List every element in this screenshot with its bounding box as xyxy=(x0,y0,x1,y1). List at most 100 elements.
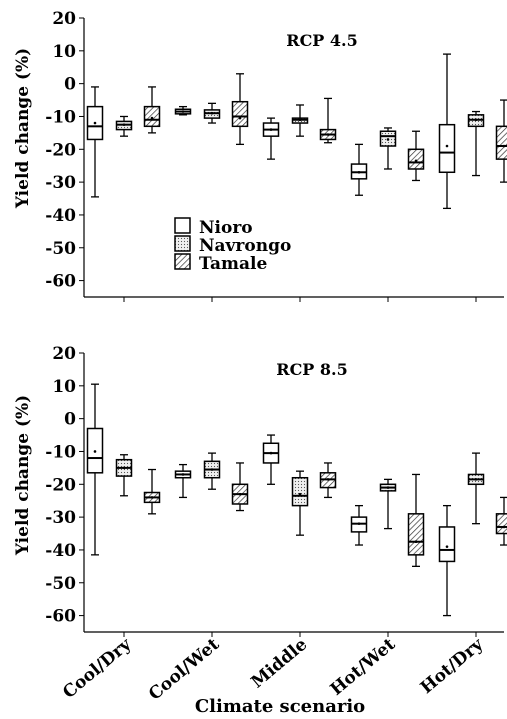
boxplot-navrongo xyxy=(115,115,133,137)
mean-marker xyxy=(445,545,449,548)
y-axis-label: Yield change (%) xyxy=(13,48,33,209)
mean-marker xyxy=(269,451,273,455)
boxplot-tamale xyxy=(495,496,507,546)
mean-marker xyxy=(414,159,418,163)
mean-marker xyxy=(357,522,361,525)
boxplot-navrongo xyxy=(291,470,309,536)
mean-marker xyxy=(122,123,126,126)
box xyxy=(495,125,507,160)
boxplot-nioro xyxy=(86,86,104,198)
legend-swatch xyxy=(174,217,191,234)
y-tick-label: 20 xyxy=(52,9,76,29)
boxplot-navrongo xyxy=(203,452,221,490)
y-tick-label: -50 xyxy=(45,574,76,594)
boxplot-navrongo xyxy=(379,127,397,170)
boxplot-nioro xyxy=(350,143,368,196)
y-tick-label: -30 xyxy=(45,508,76,528)
mean-marker xyxy=(386,486,390,489)
mean-marker xyxy=(210,111,214,115)
mean-marker xyxy=(181,473,185,476)
box xyxy=(407,148,425,170)
mean-marker xyxy=(298,492,302,496)
y-tick-label: -40 xyxy=(45,541,76,561)
x-tick-label: Middle xyxy=(248,634,312,692)
legend-label: Navrongo xyxy=(199,236,291,256)
mean-marker xyxy=(238,492,242,496)
legend-swatch xyxy=(174,253,191,270)
boxplot-nioro xyxy=(438,504,456,617)
boxplot-nioro xyxy=(262,117,280,160)
boxplot-tamale xyxy=(407,130,425,182)
mean-marker xyxy=(357,170,361,174)
boxplot-tamale xyxy=(319,462,337,499)
boxplot-navrongo xyxy=(291,104,309,137)
x-tick-label: Hot/Wet xyxy=(327,634,400,699)
box xyxy=(291,476,309,507)
y-tick-label: 20 xyxy=(52,344,76,364)
boxplot-navrongo xyxy=(203,102,221,124)
mean-marker xyxy=(445,144,449,148)
y-axis-label: Yield change (%) xyxy=(13,395,33,556)
boxplot-tamale xyxy=(143,468,161,515)
box xyxy=(495,513,507,535)
y-tick-label: 0 xyxy=(64,410,76,430)
legend-label: Tamale xyxy=(199,254,267,274)
mean-marker xyxy=(474,118,478,122)
boxplot-nioro xyxy=(350,504,368,546)
y-tick-label: -50 xyxy=(45,239,76,259)
boxplot-nioro xyxy=(262,434,280,485)
y-tick-label: -60 xyxy=(45,272,76,292)
y-tick-label: 0 xyxy=(64,75,76,95)
boxplot-nioro xyxy=(174,105,192,116)
mean-marker xyxy=(326,133,330,136)
boxplot-nioro xyxy=(86,383,104,556)
boxplot-navrongo xyxy=(467,110,485,177)
boxplot-navrongo xyxy=(467,452,485,525)
boxplot-tamale xyxy=(231,73,249,146)
y-tick-label: -30 xyxy=(45,173,76,193)
box xyxy=(143,105,161,128)
boxplot-nioro xyxy=(438,53,456,210)
mean-marker xyxy=(502,525,506,529)
mean-marker xyxy=(150,116,154,120)
box xyxy=(438,526,456,563)
chart-rcp45: RCP 4.5 Yield change (%) 20 10 0 -10 -20 -30 -… xyxy=(13,9,507,302)
boxplot-navrongo xyxy=(115,454,133,497)
mean-marker xyxy=(93,450,97,453)
legend-label: Nioro xyxy=(199,218,253,238)
mean-marker xyxy=(502,144,506,148)
boxplot-tamale xyxy=(407,473,425,568)
chart-title: RCP 4.5 xyxy=(286,31,357,50)
y-tick-label: -20 xyxy=(45,140,76,160)
x-tick-label: Cool/Wet xyxy=(145,634,223,704)
mean-marker xyxy=(238,116,242,120)
boxplot-tamale xyxy=(143,86,161,134)
boxplot-tamale xyxy=(231,462,249,512)
mean-marker xyxy=(414,540,418,544)
mean-marker xyxy=(269,128,273,131)
y-tick-label: -10 xyxy=(45,442,76,462)
x-axis-label: Climate scenario xyxy=(195,696,365,717)
box xyxy=(231,100,249,128)
mean-marker xyxy=(210,468,214,471)
y-tick-label: 10 xyxy=(52,42,76,62)
mean-marker xyxy=(474,478,478,481)
box xyxy=(407,513,425,556)
x-tick-label: Cool/Dry xyxy=(59,634,136,703)
y-tick-label: -40 xyxy=(45,206,76,226)
legend-swatch xyxy=(174,235,191,252)
mean-marker xyxy=(326,478,330,481)
y-tick-label: -20 xyxy=(45,475,76,495)
mean-marker xyxy=(386,138,390,141)
chart-rcp85: RCP 8.5 Yield change (%) Climate scenari… xyxy=(13,344,507,717)
y-tick-label: 10 xyxy=(52,377,76,397)
boxplot-navrongo xyxy=(379,478,397,530)
mean-marker xyxy=(93,121,97,125)
mean-marker xyxy=(181,110,185,113)
box xyxy=(438,123,456,174)
mean-marker xyxy=(298,118,302,122)
boxplot-nioro xyxy=(174,463,192,499)
chart-title: RCP 8.5 xyxy=(276,360,347,379)
mean-marker xyxy=(150,496,154,499)
